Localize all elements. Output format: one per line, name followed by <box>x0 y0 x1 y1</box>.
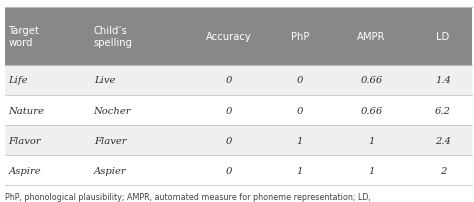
Text: 0.66: 0.66 <box>360 76 383 85</box>
Text: Nocher: Nocher <box>94 106 131 115</box>
Text: Flaver: Flaver <box>94 136 126 145</box>
Text: PhP, phonological plausibility; AMPR, automated measure for phoneme representati: PhP, phonological plausibility; AMPR, au… <box>5 192 371 202</box>
Text: 0: 0 <box>225 166 232 175</box>
Text: LD: LD <box>436 32 449 42</box>
Text: 0.66: 0.66 <box>360 106 383 115</box>
Text: PhP: PhP <box>291 32 309 42</box>
Text: Nature: Nature <box>9 106 45 115</box>
Text: Accuracy: Accuracy <box>206 32 251 42</box>
Bar <box>5 125 472 155</box>
Text: Child’s
spelling: Child’s spelling <box>94 26 133 48</box>
Text: Live: Live <box>94 76 115 85</box>
Bar <box>5 96 472 125</box>
Text: 2: 2 <box>439 166 446 175</box>
Text: 6.2: 6.2 <box>435 106 451 115</box>
Text: 0: 0 <box>225 106 232 115</box>
Text: 0: 0 <box>297 76 303 85</box>
Text: Life: Life <box>9 76 28 85</box>
Text: 0: 0 <box>225 136 232 145</box>
Text: Flavor: Flavor <box>9 136 41 145</box>
Text: 1.4: 1.4 <box>435 76 451 85</box>
Text: 1: 1 <box>297 166 303 175</box>
Bar <box>5 155 472 185</box>
Text: 2.4: 2.4 <box>435 136 451 145</box>
Text: 1: 1 <box>297 136 303 145</box>
Bar <box>5 66 472 96</box>
Text: Target
word: Target word <box>9 26 39 48</box>
Bar <box>5 8 472 66</box>
Text: 1: 1 <box>368 166 374 175</box>
Text: 0: 0 <box>225 76 232 85</box>
Text: Aspier: Aspier <box>94 166 126 175</box>
Text: 0: 0 <box>297 106 303 115</box>
Text: 1: 1 <box>368 136 374 145</box>
Text: AMPR: AMPR <box>357 32 385 42</box>
Text: Aspire: Aspire <box>9 166 41 175</box>
